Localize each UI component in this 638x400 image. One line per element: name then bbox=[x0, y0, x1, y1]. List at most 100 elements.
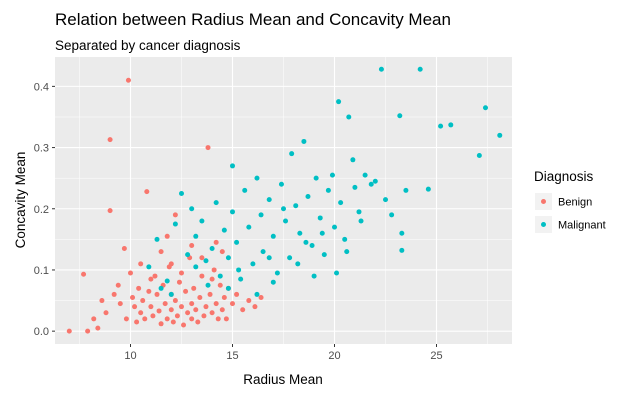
x-tick-label: 15 bbox=[226, 350, 238, 362]
benign-point bbox=[136, 285, 142, 291]
malignant-point bbox=[274, 270, 280, 276]
benign-point bbox=[123, 316, 129, 322]
benign-point bbox=[170, 319, 176, 325]
benign-point bbox=[191, 285, 197, 291]
malignant-point bbox=[448, 122, 454, 128]
benign-point bbox=[111, 291, 117, 297]
benign-point bbox=[217, 282, 223, 288]
benign-point bbox=[183, 288, 189, 294]
malignant-point bbox=[295, 261, 301, 267]
malignant-point bbox=[205, 282, 211, 288]
malignant-point bbox=[497, 132, 503, 138]
benign-point bbox=[234, 291, 240, 297]
benign-point bbox=[115, 282, 121, 288]
malignant-point bbox=[329, 172, 335, 178]
malignant-point bbox=[438, 123, 444, 129]
legend-marker-malignant bbox=[541, 222, 546, 227]
benign-point bbox=[103, 310, 109, 316]
malignant-point bbox=[383, 197, 389, 203]
malignant-point bbox=[311, 273, 317, 279]
malignant-point bbox=[225, 285, 231, 291]
malignant-point bbox=[399, 247, 405, 253]
malignant-point bbox=[352, 184, 358, 190]
benign-point bbox=[81, 271, 87, 277]
malignant-point bbox=[305, 194, 311, 200]
malignant-point bbox=[281, 206, 286, 212]
benign-point bbox=[158, 249, 164, 255]
malignant-point bbox=[334, 270, 340, 276]
benign-point bbox=[130, 294, 136, 300]
benign-point bbox=[211, 267, 217, 273]
y-tick-label: 0.4 bbox=[34, 81, 49, 93]
malignant-point bbox=[225, 255, 231, 261]
benign-point bbox=[148, 304, 154, 310]
x-axis-title: Radius Mean bbox=[243, 372, 323, 387]
malignant-point bbox=[146, 264, 152, 270]
malignant-point bbox=[266, 255, 272, 261]
malignant-point bbox=[319, 230, 325, 236]
legend-items: Benign Malignant bbox=[535, 193, 606, 233]
malignant-point bbox=[213, 200, 219, 206]
benign-point bbox=[240, 307, 246, 313]
benign-point bbox=[172, 212, 178, 218]
benign-point bbox=[148, 276, 154, 282]
chart-subtitle: Separated by cancer diagnosis bbox=[55, 38, 241, 53]
benign-point bbox=[168, 261, 174, 267]
benign-point bbox=[209, 276, 215, 282]
benign-point bbox=[178, 304, 184, 310]
benign-point bbox=[258, 294, 264, 300]
benign-point bbox=[146, 288, 152, 294]
malignant-point bbox=[342, 236, 348, 242]
malignant-point bbox=[389, 212, 395, 218]
benign-point bbox=[176, 279, 182, 285]
malignant-point bbox=[417, 66, 423, 72]
malignant-point bbox=[425, 186, 431, 192]
benign-point bbox=[158, 321, 164, 327]
malignant-point bbox=[254, 291, 260, 297]
benign-point bbox=[164, 233, 170, 239]
y-axis-title: Concavity Mean bbox=[13, 152, 28, 249]
malignant-point bbox=[193, 233, 199, 239]
malignant-point bbox=[399, 230, 405, 236]
benign-point bbox=[213, 239, 219, 245]
benign-point bbox=[150, 313, 156, 319]
benign-point bbox=[95, 325, 101, 331]
malignant-point bbox=[403, 187, 409, 193]
data-points bbox=[66, 66, 503, 334]
benign-point bbox=[209, 310, 215, 316]
malignant-point bbox=[203, 258, 209, 264]
benign-point bbox=[219, 307, 225, 313]
legend-title: Diagnosis bbox=[534, 169, 594, 184]
malignant-point bbox=[260, 249, 266, 255]
benign-point bbox=[154, 291, 160, 297]
benign-point bbox=[144, 189, 150, 195]
malignant-point bbox=[217, 273, 223, 279]
malignant-point bbox=[336, 99, 342, 105]
malignant-point bbox=[242, 187, 248, 193]
benign-point bbox=[205, 145, 211, 151]
malignant-point bbox=[234, 239, 240, 245]
malignant-point bbox=[378, 66, 384, 72]
benign-point bbox=[246, 298, 252, 304]
y-tick-label: 0.3 bbox=[34, 143, 49, 155]
benign-point bbox=[132, 304, 138, 310]
malignant-point bbox=[358, 218, 364, 224]
malignant-point bbox=[325, 187, 331, 193]
benign-point bbox=[189, 242, 195, 248]
benign-point bbox=[168, 307, 174, 313]
malignant-point bbox=[158, 285, 164, 291]
benign-point bbox=[91, 316, 97, 322]
malignant-point bbox=[258, 212, 264, 218]
legend-marker-benign bbox=[541, 199, 546, 204]
malignant-point bbox=[209, 246, 215, 252]
benign-point bbox=[199, 273, 205, 279]
malignant-point bbox=[154, 236, 160, 242]
legend-label-malignant: Malignant bbox=[558, 220, 606, 232]
benign-point bbox=[213, 301, 219, 307]
malignant-point bbox=[344, 249, 350, 255]
malignant-point bbox=[346, 114, 352, 120]
malignant-point bbox=[482, 105, 488, 111]
benign-point bbox=[207, 291, 213, 297]
malignant-point bbox=[172, 221, 178, 227]
plot-panel bbox=[55, 57, 512, 344]
